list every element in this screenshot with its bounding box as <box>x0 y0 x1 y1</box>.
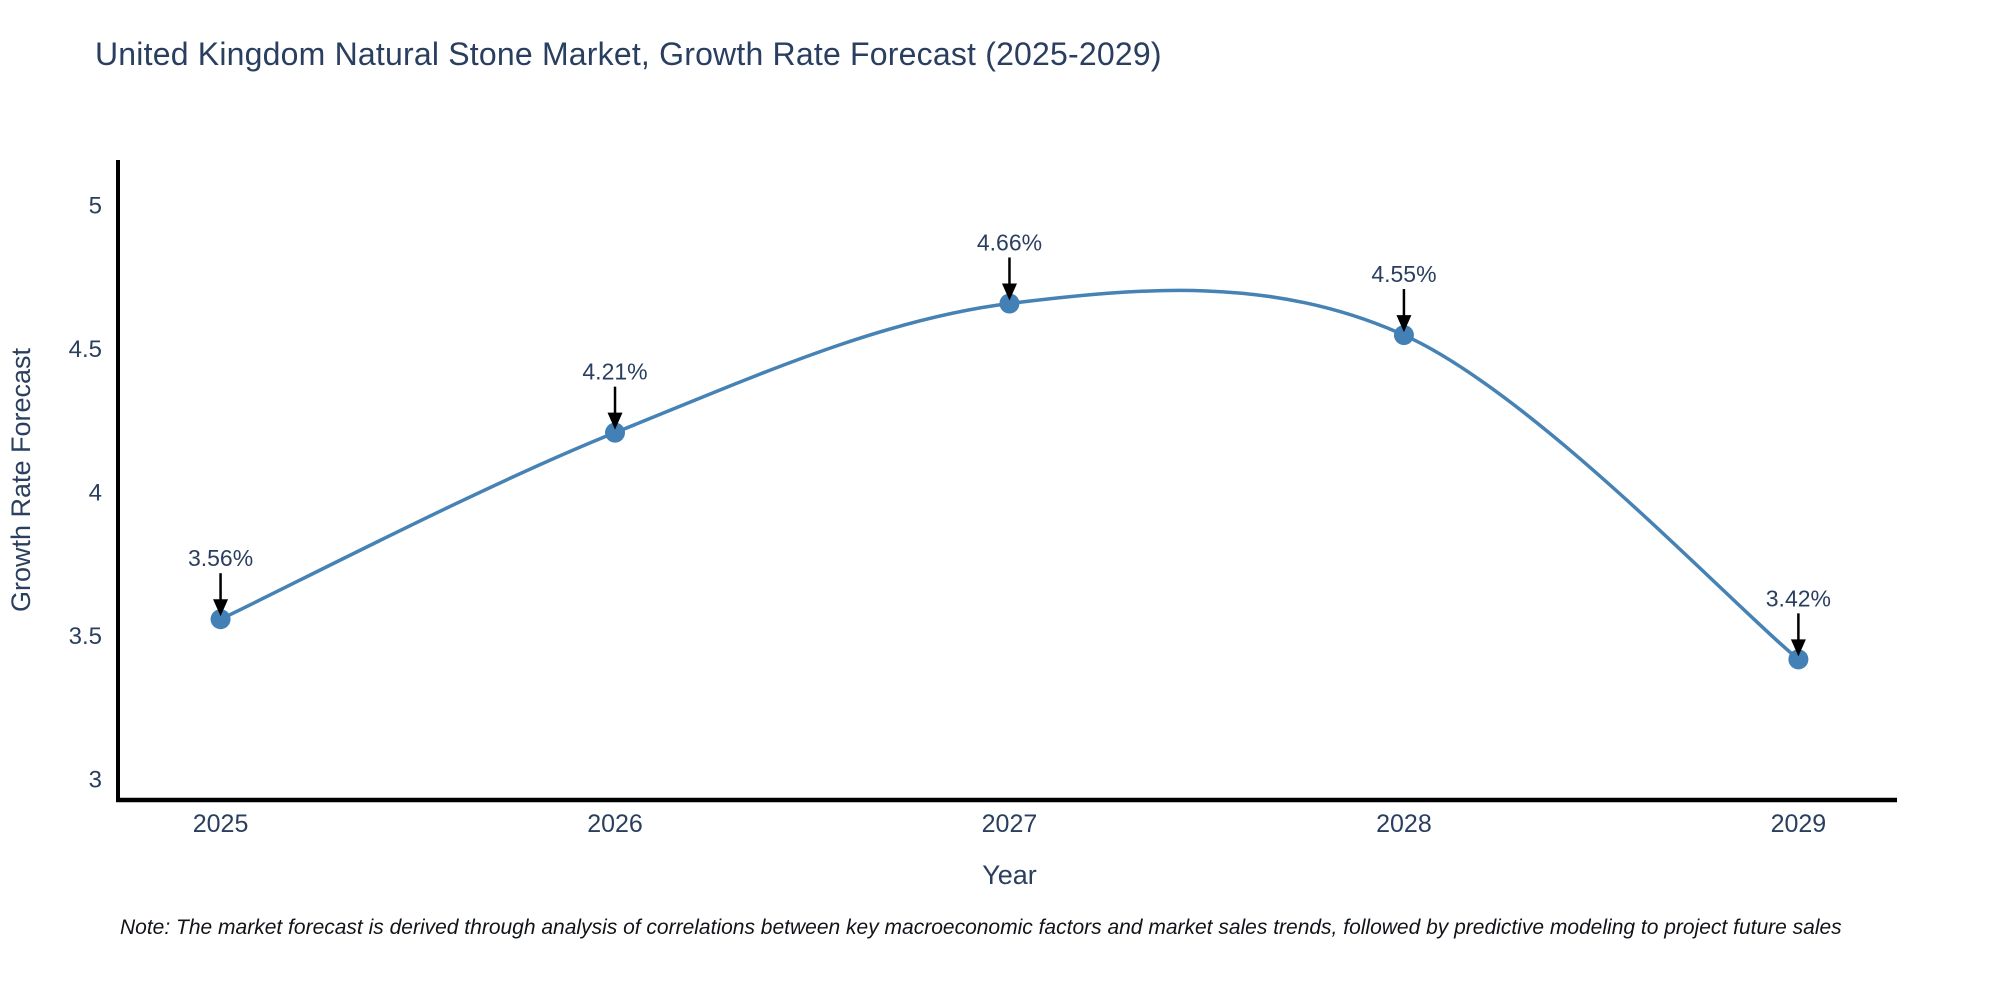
trend-line <box>218 288 1801 662</box>
annotation-arrowhead-icon <box>213 599 229 617</box>
x-tick-label: 2029 <box>1771 810 1827 838</box>
data-point-2027[interactable] <box>999 293 1020 314</box>
y-tick-label: 3.5 <box>69 623 102 650</box>
annotation-arrowhead-icon <box>1790 639 1806 657</box>
data-point-2028[interactable] <box>1393 325 1414 346</box>
annotation-arrowhead-icon <box>1001 283 1017 301</box>
data-point-2029[interactable] <box>1788 649 1809 670</box>
x-tick-label: 2027 <box>982 810 1038 838</box>
point-value-label: 4.55% <box>1371 261 1436 287</box>
data-point-2026[interactable] <box>605 422 626 443</box>
point-value-label: 3.56% <box>188 545 253 571</box>
point-value-label: 4.66% <box>977 229 1042 255</box>
point-annotation-2029: 3.42% <box>1766 585 1831 657</box>
point-value-label: 3.42% <box>1766 585 1831 611</box>
data-point-2025[interactable] <box>210 609 231 630</box>
annotation-arrowhead-icon <box>1396 315 1412 333</box>
y-tick-label: 3 <box>89 766 102 793</box>
annotation-arrowhead-icon <box>607 412 623 430</box>
point-annotation-2025: 3.56% <box>188 545 253 617</box>
y-tick-label: 4.5 <box>69 336 102 363</box>
x-tick-label: 2026 <box>587 810 643 838</box>
point-annotation-2027: 4.66% <box>977 229 1042 301</box>
y-tick-label: 5 <box>89 192 102 219</box>
point-value-label: 4.21% <box>582 359 647 385</box>
point-annotation-2028: 4.55% <box>1371 261 1437 333</box>
chart-title: United Kingdom Natural Stone Market, Gro… <box>95 36 1162 72</box>
y-axis-title: Growth Rate Forecast <box>6 347 36 612</box>
footnote: Note: The market forecast is derived thr… <box>120 916 1842 939</box>
point-annotation-2026: 4.21% <box>582 359 648 430</box>
y-tick-label: 4 <box>89 479 102 506</box>
x-axis-title: Year <box>982 860 1037 890</box>
x-tick-label: 2028 <box>1376 810 1432 838</box>
x-tick-label: 2025 <box>193 810 249 838</box>
